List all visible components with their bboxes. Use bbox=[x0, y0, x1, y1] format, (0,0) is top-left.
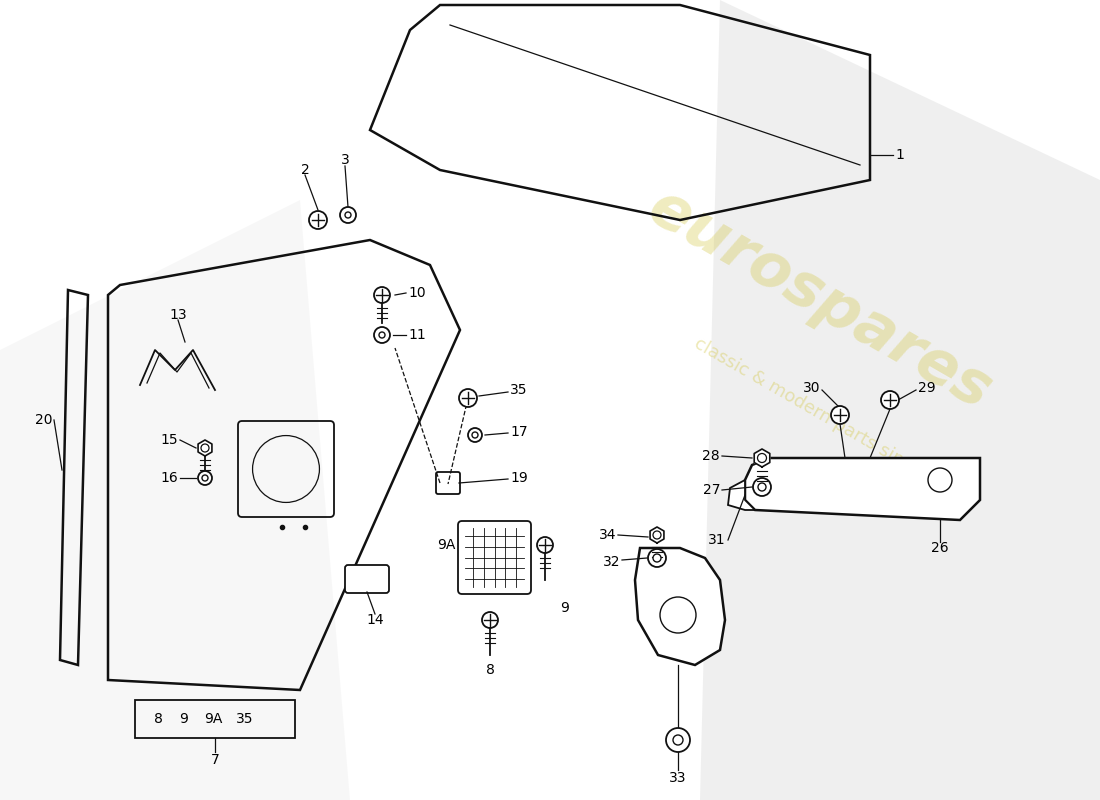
Polygon shape bbox=[635, 548, 725, 665]
Text: 33: 33 bbox=[669, 771, 686, 785]
Text: 35: 35 bbox=[510, 383, 528, 397]
Text: 34: 34 bbox=[598, 528, 616, 542]
Circle shape bbox=[472, 432, 478, 438]
FancyBboxPatch shape bbox=[458, 521, 531, 594]
Text: 35: 35 bbox=[236, 712, 254, 726]
Circle shape bbox=[754, 478, 771, 496]
Text: 32: 32 bbox=[603, 555, 620, 569]
Polygon shape bbox=[700, 0, 1100, 800]
Polygon shape bbox=[0, 200, 350, 800]
Circle shape bbox=[830, 406, 849, 424]
Text: 27: 27 bbox=[703, 483, 720, 497]
Polygon shape bbox=[755, 449, 770, 467]
Circle shape bbox=[374, 287, 390, 303]
Text: 1: 1 bbox=[895, 148, 904, 162]
Circle shape bbox=[374, 327, 390, 343]
Circle shape bbox=[537, 537, 553, 553]
Text: 26: 26 bbox=[932, 541, 949, 555]
Text: 9: 9 bbox=[560, 601, 569, 615]
Text: 14: 14 bbox=[366, 613, 384, 627]
Polygon shape bbox=[745, 458, 980, 520]
Circle shape bbox=[198, 471, 212, 485]
Text: 9A: 9A bbox=[438, 538, 456, 552]
Text: 9: 9 bbox=[179, 712, 188, 726]
Text: 30: 30 bbox=[803, 381, 820, 395]
Circle shape bbox=[345, 212, 351, 218]
Text: 28: 28 bbox=[703, 449, 720, 463]
Circle shape bbox=[666, 728, 690, 752]
Circle shape bbox=[881, 391, 899, 409]
Circle shape bbox=[673, 735, 683, 745]
Text: 29: 29 bbox=[918, 381, 936, 395]
Text: 17: 17 bbox=[510, 425, 528, 439]
Text: eurospares: eurospares bbox=[638, 178, 1002, 422]
Circle shape bbox=[758, 483, 766, 491]
Text: 16: 16 bbox=[161, 471, 178, 485]
Circle shape bbox=[653, 554, 661, 562]
FancyBboxPatch shape bbox=[436, 472, 460, 494]
Text: 11: 11 bbox=[408, 328, 426, 342]
Text: 10: 10 bbox=[408, 286, 426, 300]
Polygon shape bbox=[198, 440, 212, 456]
Polygon shape bbox=[728, 480, 755, 510]
Circle shape bbox=[482, 612, 498, 628]
Text: 9A: 9A bbox=[204, 712, 222, 726]
Text: 20: 20 bbox=[34, 413, 52, 427]
Circle shape bbox=[468, 428, 482, 442]
Circle shape bbox=[379, 332, 385, 338]
Text: 7: 7 bbox=[210, 753, 219, 767]
Circle shape bbox=[648, 549, 666, 567]
FancyBboxPatch shape bbox=[345, 565, 389, 593]
Circle shape bbox=[309, 211, 327, 229]
Circle shape bbox=[459, 389, 477, 407]
Text: 8: 8 bbox=[154, 712, 163, 726]
Polygon shape bbox=[650, 527, 664, 543]
Text: 2: 2 bbox=[300, 163, 309, 177]
Circle shape bbox=[202, 475, 208, 481]
Text: 8: 8 bbox=[485, 663, 494, 677]
Text: classic & modern parts since 1985: classic & modern parts since 1985 bbox=[691, 334, 969, 506]
Text: 31: 31 bbox=[708, 533, 726, 547]
Text: 13: 13 bbox=[169, 308, 187, 322]
Circle shape bbox=[340, 207, 356, 223]
Text: 15: 15 bbox=[161, 433, 178, 447]
Text: 3: 3 bbox=[341, 153, 350, 167]
Text: 19: 19 bbox=[510, 471, 528, 485]
